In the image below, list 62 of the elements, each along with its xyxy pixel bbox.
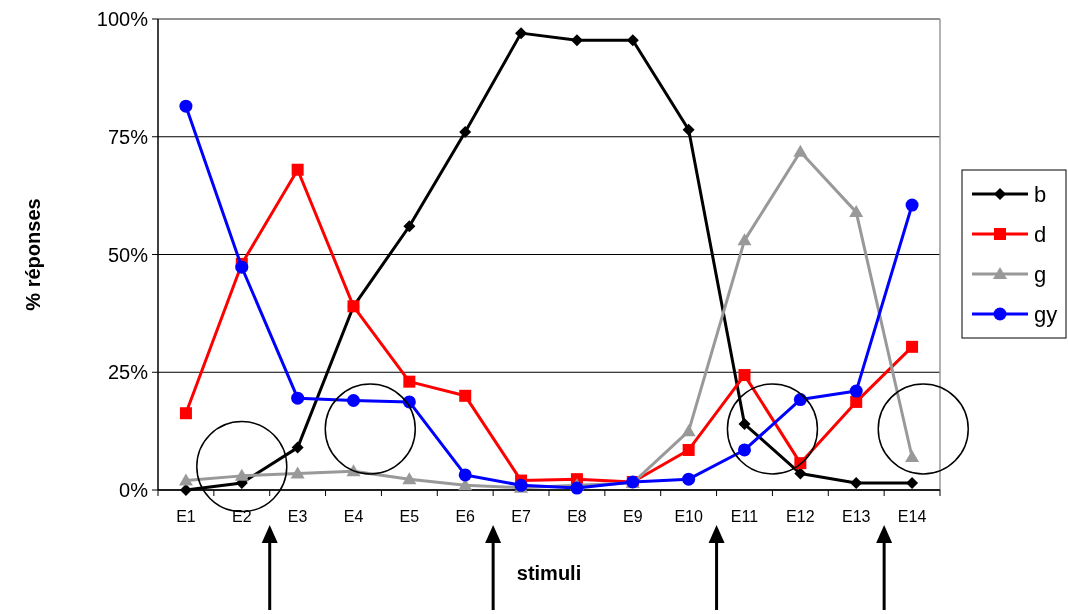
y-tick-label: 100% <box>96 8 149 30</box>
y-tick-label: 75% <box>107 125 149 148</box>
point <box>234 468 249 481</box>
point <box>738 369 751 382</box>
point <box>403 375 416 388</box>
y-axis-title: % réponses <box>22 198 44 311</box>
point <box>179 407 192 420</box>
point <box>570 34 583 47</box>
point <box>681 424 696 437</box>
point <box>459 389 472 402</box>
point <box>570 481 584 495</box>
y-tick-label: 25% <box>107 361 149 384</box>
point <box>235 260 249 274</box>
point <box>179 484 192 496</box>
legend-label: g <box>1034 261 1047 287</box>
x-axis-title: stimuli <box>516 562 582 584</box>
x-tick-label: E13 <box>841 508 871 525</box>
x-tick-label: E4 <box>343 508 364 525</box>
point <box>849 384 863 398</box>
point <box>849 205 864 218</box>
point <box>290 466 305 479</box>
point <box>458 468 472 482</box>
point <box>738 443 751 457</box>
point <box>737 233 752 246</box>
point <box>905 198 919 212</box>
point <box>291 163 304 176</box>
x-tick-label: E6 <box>455 508 476 525</box>
point <box>626 34 639 47</box>
point <box>179 99 193 113</box>
point <box>291 441 304 454</box>
point <box>347 394 360 408</box>
point <box>402 472 417 485</box>
point <box>738 418 751 431</box>
point <box>905 450 920 463</box>
x-tick-label: E7 <box>511 508 531 525</box>
x-tick-label: E3 <box>287 508 308 525</box>
point <box>291 391 305 405</box>
legend-label: d <box>1034 221 1047 247</box>
point <box>178 473 193 486</box>
x-tick-label: E1 <box>176 508 196 525</box>
point <box>459 126 472 139</box>
point <box>682 443 695 456</box>
point <box>793 144 808 157</box>
point <box>682 123 695 136</box>
x-tick-label: E14 <box>897 508 927 525</box>
y-tick-label: 50% <box>107 243 149 266</box>
legend-label: gy <box>1034 301 1058 327</box>
x-tick-label: E2 <box>232 508 252 525</box>
point <box>682 472 696 486</box>
x-tick-label: E8 <box>567 508 587 525</box>
x-tick-label: E5 <box>399 508 420 525</box>
point <box>403 220 416 233</box>
x-tick-label: E10 <box>674 508 703 525</box>
point <box>906 340 919 353</box>
point <box>850 395 863 408</box>
x-tick-label: E12 <box>786 508 815 525</box>
point <box>906 476 919 489</box>
legend-label: b <box>1034 181 1047 207</box>
x-tick-label: E9 <box>623 508 643 525</box>
x-tick-label: E11 <box>730 508 759 525</box>
y-tick-label: 0% <box>119 479 149 501</box>
point <box>515 27 528 40</box>
